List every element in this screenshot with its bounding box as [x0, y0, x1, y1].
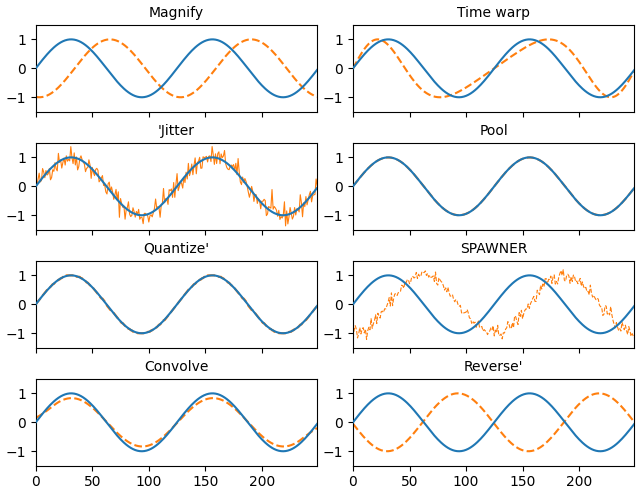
Title: Quantize': Quantize': [143, 242, 209, 255]
Title: Reverse': Reverse': [464, 359, 524, 374]
Title: Convolve: Convolve: [144, 359, 209, 374]
Title: SPAWNER: SPAWNER: [460, 242, 527, 255]
Title: Magnify: Magnify: [149, 5, 204, 20]
Title: Time warp: Time warp: [457, 5, 530, 20]
Title: 'Jitter: 'Jitter: [158, 124, 195, 138]
Title: Pool: Pool: [479, 124, 508, 138]
